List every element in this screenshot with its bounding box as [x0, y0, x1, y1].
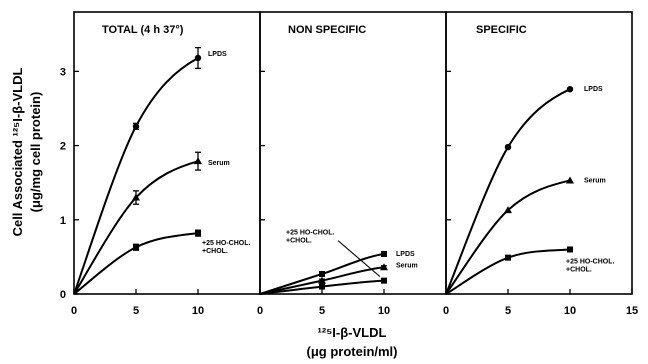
y-axis-label: Cell Associated ¹²⁵I-β-VLDL [10, 68, 25, 237]
series-label-line: +25 HO-CHOL. [286, 230, 334, 237]
series-label-line: +CHOL. [286, 238, 312, 245]
series-label-line: +CHOL. [202, 248, 228, 255]
y-tick-label: 2 [60, 141, 66, 153]
panel-frame [445, 11, 633, 295]
series-label: LPDS [208, 51, 227, 58]
series-label: Serum [584, 177, 606, 184]
panel-title: NON SPECIFIC [288, 24, 366, 36]
series-line [73, 160, 199, 295]
panel-title: TOTAL (4 h 37°) [102, 24, 184, 36]
series-line [445, 179, 571, 295]
data-point [132, 193, 140, 201]
data-point [504, 206, 512, 214]
x-tick-label: 0 [71, 305, 77, 317]
data-point [319, 283, 325, 290]
panel-frame [73, 11, 261, 295]
data-point [381, 250, 387, 257]
x-tick-label: 5 [505, 305, 511, 317]
x-tick-label: 10 [564, 305, 576, 317]
data-point [504, 143, 512, 151]
series-label-line: Serum [208, 160, 230, 167]
panel-3: SPECIFIC 0 5 10 15 LPDS Serum +25 HO-CHOL. +CHOL… [443, 11, 638, 317]
series-label-line: Serum [584, 177, 606, 184]
panel-title: SPECIFIC [476, 24, 527, 36]
x-axis-unit-label: (μg protein/ml) [307, 344, 398, 359]
series-line [445, 88, 571, 295]
x-tick-label: 10 [378, 305, 390, 317]
plot-area: TOTAL (4 h 37°) 0 1 2 3 0 5 10 LPDS Serum +25 HO-C… [60, 11, 638, 317]
series-label: +25 HO-CHOL. +CHOL. [286, 230, 334, 245]
series-label-line: +25 HO-CHOL. [566, 258, 614, 265]
data-point [195, 230, 201, 237]
data-point [132, 123, 140, 130]
label-leader-line [337, 240, 381, 278]
data-point [318, 276, 326, 284]
x-tick-label: 10 [192, 305, 204, 317]
x-tick-label: 0 [443, 305, 449, 317]
data-point [194, 54, 202, 62]
series-label-line: LPDS [208, 51, 227, 58]
data-point [133, 244, 139, 251]
panel-2: NON SPECIFIC 0 5 10 LPDS Serum +25 HO-CHOL. +CH… [257, 11, 447, 317]
series-label: Serum [396, 262, 418, 269]
data-point [319, 270, 325, 277]
series-label-line: LPDS [584, 86, 603, 93]
data-point [505, 254, 511, 261]
x-tick-label: 0 [257, 305, 263, 317]
series-label-line: LPDS [396, 251, 415, 258]
panel-1: TOTAL (4 h 37°) 0 1 2 3 0 5 10 LPDS Serum +25 HO-C… [60, 11, 261, 317]
data-point [566, 176, 574, 184]
series-label: LPDS [584, 86, 603, 93]
data-point [566, 85, 574, 93]
series-label: +25 HO-CHOL. +CHOL. [566, 258, 614, 273]
y-tick-label: 3 [60, 66, 66, 78]
series-label: LPDS [396, 251, 415, 258]
y-axis-unit-label: (μg/mg cell protein) [28, 92, 43, 213]
x-axis-label: ¹²⁵I-β-VLDL [318, 325, 387, 340]
series-label: +25 HO-CHOL. +CHOL. [202, 240, 250, 255]
y-tick-label: 0 [60, 289, 66, 301]
series-line [73, 57, 199, 295]
series-label-line: +CHOL. [566, 266, 592, 273]
data-point [567, 246, 573, 253]
data-point [381, 277, 387, 284]
x-tick-label: 5 [319, 305, 325, 317]
x-tick-label: 15 [626, 305, 638, 317]
x-tick-label: 5 [133, 305, 139, 317]
series-label-line: Serum [396, 262, 418, 269]
y-tick-label: 1 [60, 215, 66, 227]
series-label: Serum [208, 160, 230, 167]
series-label-line: +25 HO-CHOL. [202, 240, 250, 247]
panel-frame [259, 11, 447, 295]
data-point [380, 263, 388, 271]
data-point [194, 157, 202, 165]
